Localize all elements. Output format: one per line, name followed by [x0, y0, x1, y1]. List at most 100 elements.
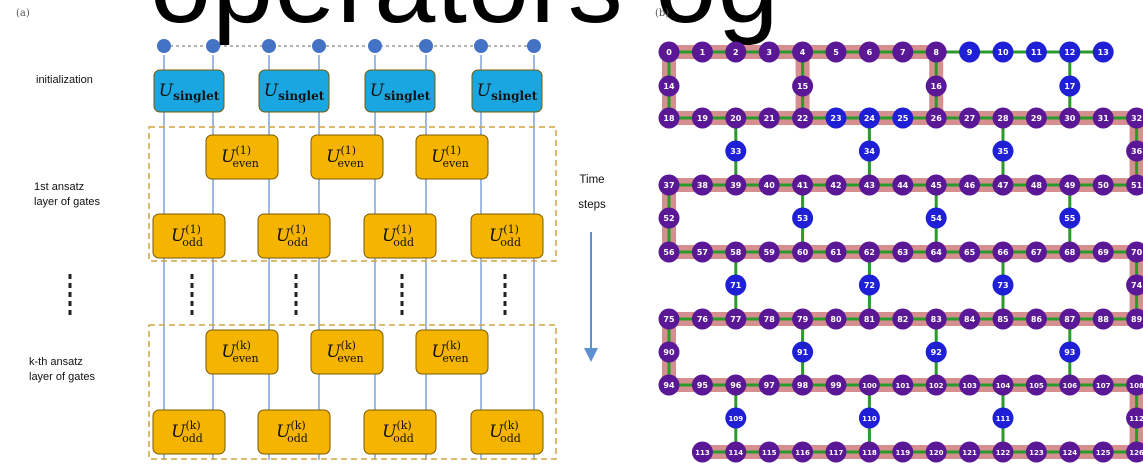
qubit-label: 45 [931, 181, 943, 190]
qubit-circle [992, 107, 1014, 129]
qubit-circle [691, 174, 713, 196]
qubit-node-89: 89 [1126, 308, 1143, 330]
gate-symbol: U(1) odd [382, 223, 414, 249]
gate-symbol: U(k) even [221, 339, 258, 365]
qubit-label: 67 [1031, 248, 1042, 257]
time-steps-label: Time steps [578, 174, 606, 211]
qubit-node-117: 117 [825, 441, 847, 463]
qubit-label: 49 [1064, 181, 1076, 190]
qubit-label: 122 [996, 449, 1011, 457]
qubit-node-40: 40 [758, 174, 780, 196]
qubit-circle [858, 407, 880, 429]
gate-box [258, 69, 330, 113]
qubit-label: 34 [864, 147, 876, 156]
qubit-circle [792, 207, 814, 229]
even-gate-k-2: U(k) even [310, 329, 384, 375]
odd-gate-k-2: U(k) odd [257, 409, 331, 455]
qubit-circle [691, 241, 713, 263]
qubit-node-77: 77 [725, 308, 747, 330]
qubit-label: 35 [997, 147, 1009, 156]
qubit-dot [206, 39, 220, 53]
qubit-label: 32 [1131, 114, 1142, 123]
qubit-label: 13 [1098, 48, 1109, 57]
gate-symbol: U(1) odd [276, 223, 308, 249]
qubit-circle [691, 107, 713, 129]
qubit-circle [658, 41, 680, 63]
gate-symbol: U(1) even [431, 144, 469, 170]
qubit-node-33: 33 [725, 140, 747, 162]
qubit-label: 30 [1064, 114, 1076, 123]
qubit-circle [992, 140, 1014, 162]
qubit-circle [658, 207, 680, 229]
qubit-label: 80 [830, 315, 842, 324]
qubit-circle [792, 107, 814, 129]
even-gate-2: U(1) even [310, 134, 384, 180]
qubit-circle [858, 374, 880, 396]
qubit-label: 39 [730, 181, 742, 190]
qubit-dot [527, 39, 541, 53]
gate-box [152, 409, 226, 455]
qubit-label: 48 [1031, 181, 1043, 190]
qubit-label: 116 [795, 449, 810, 457]
panel-a-label: (a) [16, 8, 30, 19]
overlay-title: operators og [150, 0, 780, 40]
qubit-label: 19 [697, 114, 709, 123]
qubit-circle [858, 441, 880, 463]
qubit-node-72: 72 [858, 274, 880, 296]
qubit-node-126: 126 [1126, 441, 1143, 463]
qubit-circle [691, 41, 713, 63]
qubit-node-101: 101 [892, 374, 914, 396]
qubit-node-14: 14 [658, 75, 680, 97]
panel-b-label: (b) [655, 8, 670, 19]
qubit-circle [959, 441, 981, 463]
qubit-node-2: 2 [725, 41, 747, 63]
qubit-node-76: 76 [691, 308, 713, 330]
qubit-node-68: 68 [1059, 241, 1081, 263]
qubit-label: 7 [900, 48, 906, 57]
qubit-node-104: 104 [992, 374, 1014, 396]
gate-box [415, 329, 489, 375]
qubit-circle [858, 274, 880, 296]
qubit-label: 73 [997, 281, 1008, 290]
qubit-circle [1092, 174, 1114, 196]
qubit-label: 119 [895, 449, 910, 457]
odd-gate-2: U(1) odd [257, 213, 331, 259]
qubit-node-4: 4 [792, 41, 814, 63]
qubit-circle [725, 374, 747, 396]
qubit-circle [1059, 341, 1081, 363]
qubit-circle [858, 41, 880, 63]
qubit-label: 58 [730, 248, 742, 257]
qubit-circle [658, 341, 680, 363]
qubit-label: 78 [764, 315, 776, 324]
qubit-dot [262, 39, 276, 53]
qubit-label: 81 [864, 315, 876, 324]
qubit-circle [892, 374, 914, 396]
qubit-circle [658, 241, 680, 263]
qubit-node-74: 74 [1126, 274, 1143, 296]
qubit-circle [658, 374, 680, 396]
qubit-label: 37 [663, 181, 674, 190]
qubit-node-82: 82 [892, 308, 914, 330]
qubit-node-81: 81 [858, 308, 880, 330]
qubit-label: 106 [1062, 382, 1077, 390]
qubit-node-109: 109 [725, 407, 747, 429]
gate-symbol: U(1) odd [171, 223, 203, 249]
qubit-circle [792, 75, 814, 97]
qubit-circle [858, 107, 880, 129]
qubit-circle [1126, 308, 1143, 330]
qubit-circle [725, 174, 747, 196]
qubit-label: 15 [797, 82, 809, 91]
singlet-gate-2: Usinglet [258, 69, 330, 113]
qubit-node-37: 37 [658, 174, 680, 196]
odd-gate-4: U(1) odd [470, 213, 544, 259]
qubit-label: 11 [1031, 48, 1043, 57]
qubit-node-80: 80 [825, 308, 847, 330]
qubit-node-57: 57 [691, 241, 713, 263]
qubit-circle [1025, 308, 1047, 330]
qubit-circle [858, 241, 880, 263]
qubit-node-6: 6 [858, 41, 880, 63]
qubit-label: 18 [663, 114, 675, 123]
qubit-node-51: 51 [1126, 174, 1143, 196]
qubit-circle [959, 308, 981, 330]
qubit-circle [691, 441, 713, 463]
